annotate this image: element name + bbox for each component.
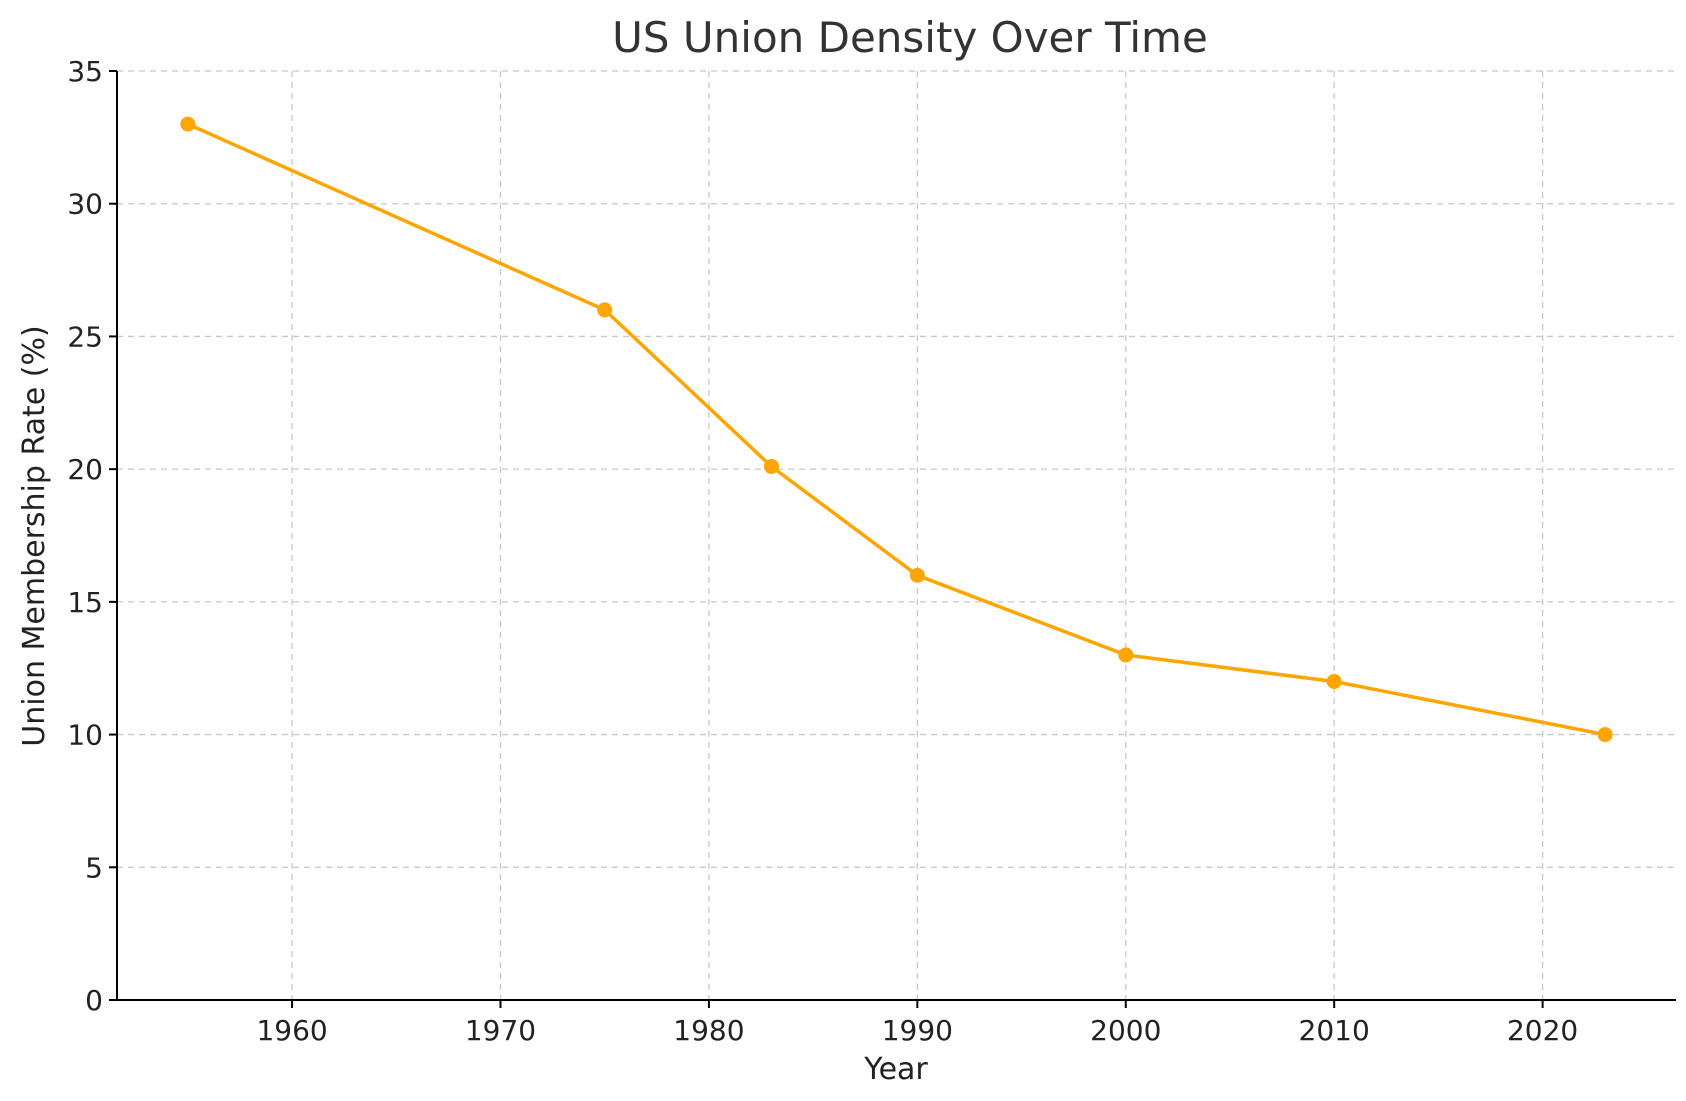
- y-tick-label: 10: [67, 719, 103, 752]
- axes: [116, 71, 1676, 1001]
- y-tick-label: 20: [67, 453, 103, 486]
- x-tick-label: 2000: [1090, 1014, 1161, 1047]
- x-tick-label: 2010: [1299, 1014, 1370, 1047]
- data-point: [597, 302, 613, 318]
- y-tick-label: 0: [85, 984, 103, 1017]
- x-tick-label: 1980: [673, 1014, 744, 1047]
- data-point: [763, 458, 779, 474]
- data-point: [180, 116, 196, 132]
- data-point: [1118, 647, 1134, 663]
- x-tick-label: 1970: [465, 1014, 536, 1047]
- y-tick-label: 25: [67, 320, 103, 353]
- y-axis-label: Union Membership Rate (%): [17, 325, 52, 746]
- y-tick-label: 5: [85, 851, 103, 884]
- x-tick-label: 1990: [882, 1014, 953, 1047]
- series: [180, 116, 1613, 743]
- y-tick-label: 35: [67, 55, 103, 88]
- x-axis-label: Year: [863, 1052, 928, 1087]
- y-tick-label: 30: [67, 188, 103, 221]
- x-axis-ticks: 1960 1970 1980 1990 2000 2010 2020: [256, 1000, 1578, 1047]
- grid: [117, 70, 1676, 1000]
- y-tick-label: 15: [67, 586, 103, 619]
- x-tick-label: 1960: [256, 1014, 327, 1047]
- data-point: [909, 567, 925, 583]
- series-line: [187, 122, 1606, 737]
- chart-title: US Union Density Over Time: [612, 13, 1208, 62]
- data-point: [1326, 673, 1342, 689]
- x-tick-label: 2020: [1507, 1014, 1578, 1047]
- y-axis-ticks: 0 5 10 15 20 25 30 35: [67, 55, 117, 1017]
- data-point: [1597, 727, 1613, 743]
